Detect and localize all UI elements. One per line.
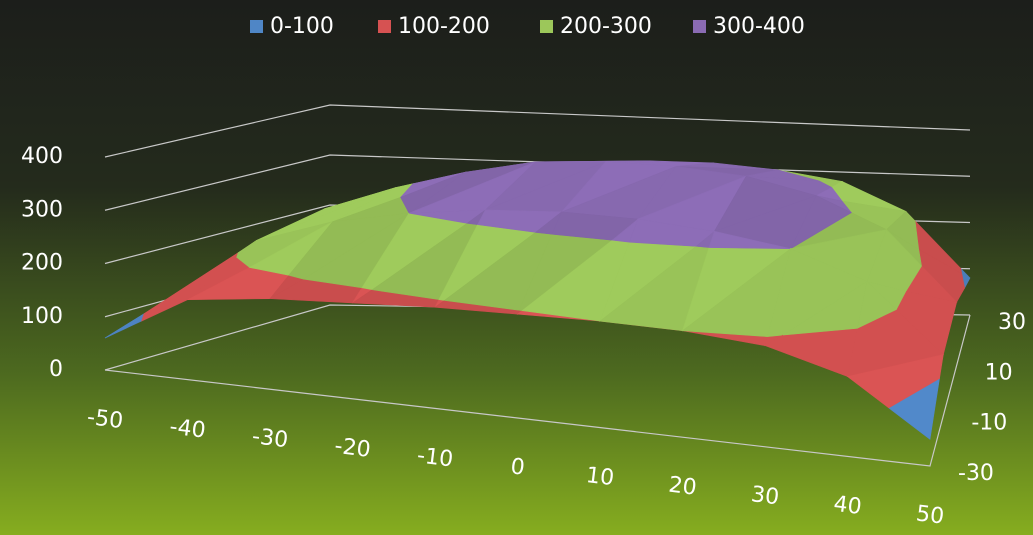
x-tick-label: 10	[585, 463, 616, 491]
legend-swatch	[540, 20, 553, 33]
legend-label: 300-400	[713, 14, 805, 39]
x-tick-label: -20	[333, 434, 372, 463]
legend: 0-100 100-200 200-300 300-400	[250, 14, 805, 39]
x-tick-label: 40	[832, 492, 863, 520]
z-tick-label: 200	[21, 251, 63, 276]
surface-facet	[789, 195, 853, 250]
x-tick-label: 20	[667, 473, 698, 501]
y-tick-label: -10	[971, 411, 1007, 436]
legend-swatch	[693, 20, 706, 33]
z-tick-label: 0	[49, 357, 63, 382]
surface-facet	[856, 280, 897, 329]
grid-line	[104, 104, 971, 158]
legend-label: 0-100	[270, 14, 334, 39]
x-tick-label: 0	[509, 454, 526, 481]
surface-facet	[846, 354, 944, 409]
surface-facet	[708, 230, 791, 249]
z-tick-label: 400	[21, 144, 63, 169]
x-tick-label: 50	[915, 501, 946, 529]
x-tick-label: -50	[86, 405, 125, 434]
legend-label: 100-200	[398, 14, 490, 39]
z-tick-label: 300	[21, 197, 63, 222]
x-tick-label: 30	[750, 482, 781, 510]
x-tick-label: -10	[416, 443, 455, 472]
legend-swatch	[378, 20, 391, 33]
legend-label: 200-300	[560, 14, 652, 39]
legend-swatch	[250, 20, 263, 33]
x-tick-label: -30	[251, 424, 290, 453]
z-tick-label: 100	[21, 304, 63, 329]
y-tick-label: -30	[958, 461, 994, 486]
y-tick-label: 10	[985, 360, 1013, 385]
axis-line	[104, 314, 971, 467]
surface-facet	[104, 313, 145, 339]
y-tick-label: 30	[998, 310, 1026, 335]
x-tick-label: -40	[168, 415, 207, 444]
surface	[104, 160, 971, 440]
